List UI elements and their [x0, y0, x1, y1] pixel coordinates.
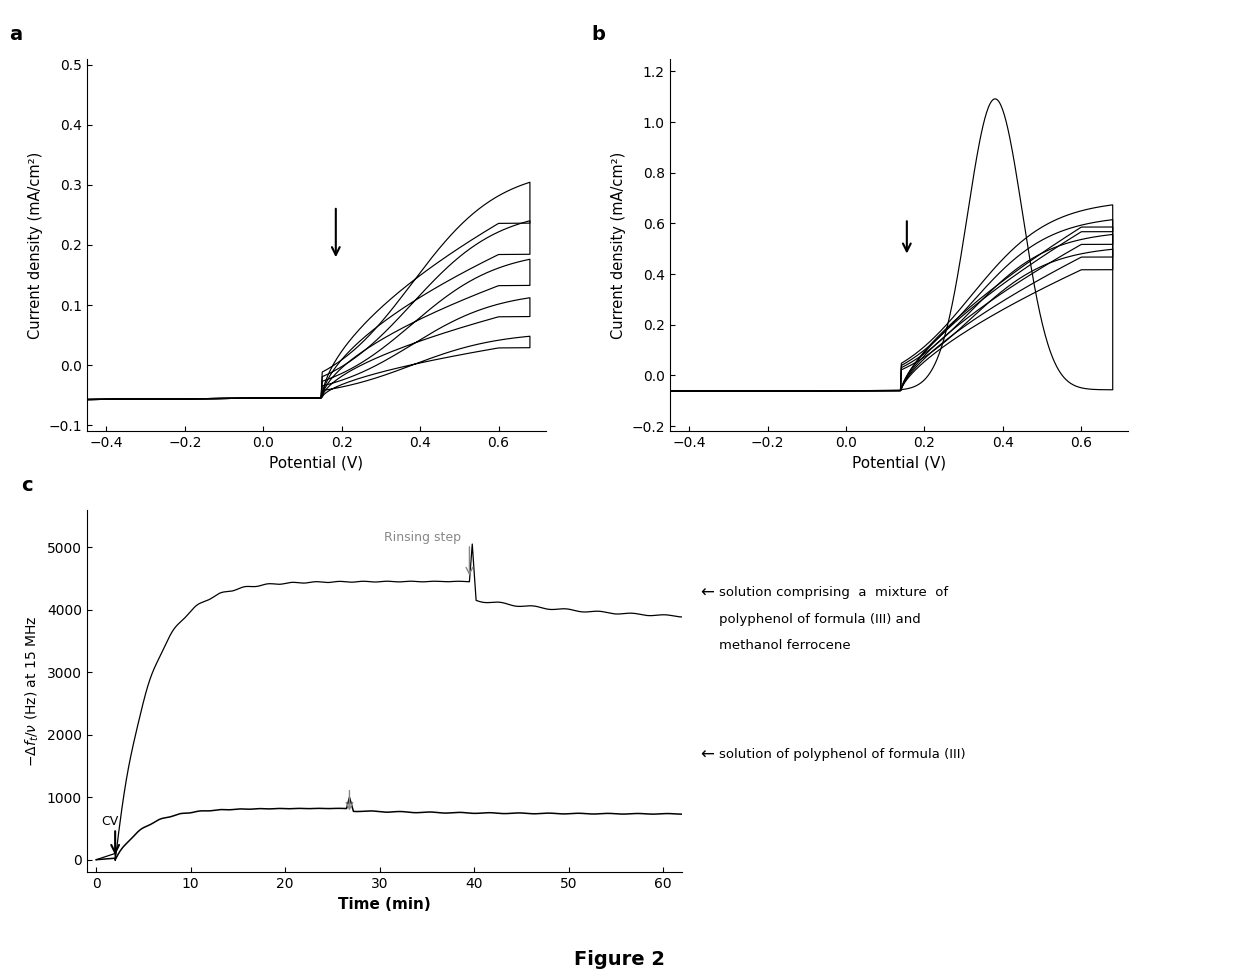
Text: CV: CV [100, 814, 118, 828]
Text: c: c [21, 476, 33, 496]
Text: Figure 2: Figure 2 [574, 951, 666, 969]
X-axis label: Time (min): Time (min) [339, 897, 430, 911]
Text: ←: ← [701, 584, 714, 602]
Text: polyphenol of formula (III) and: polyphenol of formula (III) and [719, 612, 921, 626]
Text: a: a [9, 25, 22, 44]
Text: methanol ferrocene: methanol ferrocene [719, 639, 851, 653]
Y-axis label: Current density (mA/cm²): Current density (mA/cm²) [610, 151, 626, 339]
Text: solution comprising  a  mixture  of: solution comprising a mixture of [719, 586, 949, 600]
Text: Rinsing step: Rinsing step [384, 531, 461, 544]
Text: solution of polyphenol of formula (III): solution of polyphenol of formula (III) [719, 748, 966, 761]
Y-axis label: $-\Delta f_t/\nu$ (Hz) at 15 MHz: $-\Delta f_t/\nu$ (Hz) at 15 MHz [24, 615, 41, 766]
X-axis label: Potential (V): Potential (V) [269, 456, 363, 470]
X-axis label: Potential (V): Potential (V) [852, 456, 946, 470]
Text: b: b [591, 25, 605, 44]
Y-axis label: Current density (mA/cm²): Current density (mA/cm²) [27, 151, 42, 339]
Text: ←: ← [701, 746, 714, 763]
